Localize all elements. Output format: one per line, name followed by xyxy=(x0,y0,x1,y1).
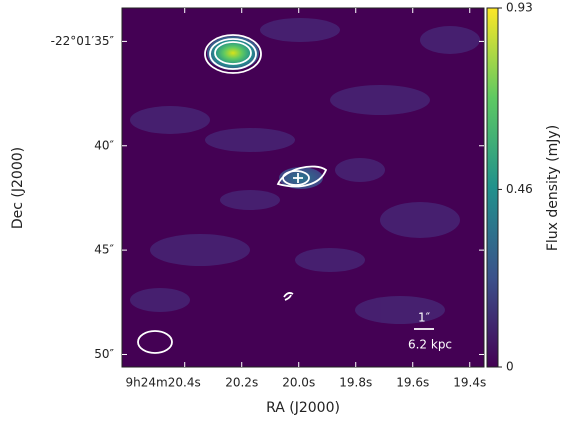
scale-label: 1″ xyxy=(418,311,431,325)
y-label: Dec (J2000) xyxy=(10,147,26,229)
image: 1″ 6.2 kpc xyxy=(122,8,484,367)
x-label: RA (J2000) xyxy=(266,400,340,416)
colorbar-tick-label: 0.46 xyxy=(506,182,533,196)
colorbar xyxy=(486,7,499,368)
y-tick-label: 40″ xyxy=(94,138,114,152)
x-tick-label: 19.8s xyxy=(339,376,372,390)
x-tick-label: 20.0s xyxy=(282,376,315,390)
plot-frame xyxy=(121,7,485,368)
x-tick-label: 19.4s xyxy=(453,376,486,390)
colorbar-tick-label: 0.93 xyxy=(506,1,533,15)
x-tick-label: 9h24m20.4s xyxy=(126,376,201,390)
x-tick-label: 20.2s xyxy=(225,376,258,390)
colorbar-tick-label: 0 xyxy=(506,360,514,374)
y-tick-label: 50″ xyxy=(94,347,114,361)
y-tick-label: 45″ xyxy=(94,243,114,257)
x-tick-label: 19.6s xyxy=(396,376,429,390)
colorbar-label: Flux density (mJy) xyxy=(545,125,561,251)
y-tick-label: -22°01′35″ xyxy=(51,34,115,48)
scale-distance: 6.2 kpc xyxy=(408,338,452,352)
